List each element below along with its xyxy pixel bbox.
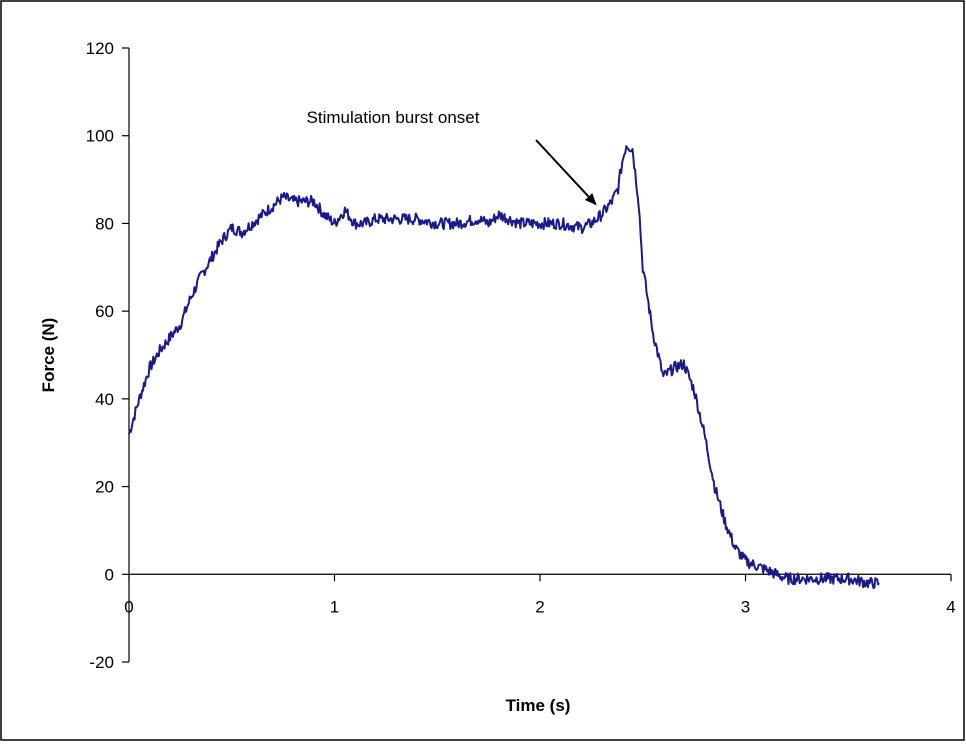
y-tick-label: -20 — [89, 653, 114, 672]
force-series-line — [128, 145, 880, 589]
y-tick-label: 0 — [105, 565, 114, 584]
x-tick-label: 4 — [946, 597, 955, 616]
y-tick-label: 60 — [95, 302, 114, 321]
x-tick-label: 1 — [330, 597, 339, 616]
x-axis-title: Time (s) — [506, 696, 571, 715]
y-axis-title: Force (N) — [39, 318, 58, 393]
y-tick-label: 40 — [95, 390, 114, 409]
annotation-arrow — [535, 139, 597, 206]
x-tick-label: 2 — [535, 597, 544, 616]
x-tick-label: 3 — [741, 597, 750, 616]
y-tick-label: 120 — [86, 39, 114, 58]
annotation-text: Stimulation burst onset — [307, 108, 480, 127]
y-tick-label: 80 — [95, 214, 114, 233]
x-tick-label: 0 — [124, 597, 133, 616]
y-tick-label: 20 — [95, 478, 114, 497]
y-tick-label: 100 — [86, 127, 114, 146]
